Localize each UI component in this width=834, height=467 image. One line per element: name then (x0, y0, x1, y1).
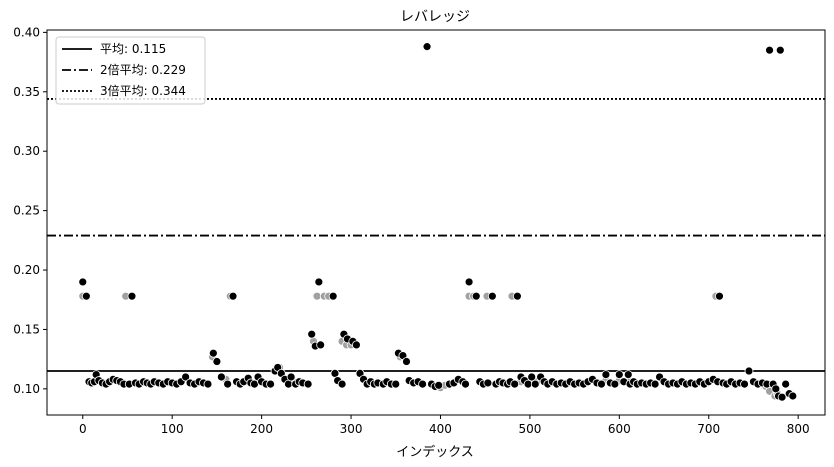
x-tick-label: 0 (79, 422, 87, 436)
data-point (127, 291, 137, 301)
data-point (461, 379, 470, 389)
x-axis-label: インデックス (396, 444, 474, 460)
y-tick-label: 0.35 (13, 85, 40, 99)
x-tick-label: 600 (608, 422, 631, 436)
reference-lines (47, 98, 825, 372)
data-point (422, 42, 432, 52)
data-point (352, 340, 361, 350)
data-point (471, 291, 481, 301)
data-point (487, 291, 497, 301)
data-point (391, 379, 401, 389)
data-point (81, 291, 91, 301)
data-point (266, 379, 275, 389)
data-point (775, 45, 785, 55)
y-tick-label: 0.30 (13, 144, 40, 158)
data-point (337, 379, 347, 389)
data-point (650, 379, 660, 389)
data-point (181, 372, 191, 382)
data-point (765, 45, 774, 55)
data-point (744, 366, 754, 376)
x-tick-label: 500 (518, 422, 541, 436)
plot-frame (46, 29, 826, 416)
chart-title: レバレッジ (400, 9, 470, 25)
data-point (601, 370, 611, 379)
y-axis: 0.10 0.15 0.20 0.25 0.30 0.35 0.40 (13, 25, 47, 396)
y-tick-label: 0.40 (13, 25, 40, 39)
data-point (510, 379, 520, 389)
data-point (316, 340, 326, 350)
legend-box (55, 36, 206, 105)
x-tick-label: 400 (429, 422, 452, 436)
data-point (623, 370, 633, 379)
data-point (203, 379, 213, 389)
data-point (597, 379, 606, 389)
legend-label: 平均: 0.115 (100, 42, 166, 56)
data-point (78, 277, 88, 287)
data-point (328, 291, 338, 301)
data-point (212, 357, 222, 366)
x-tick-label: 300 (340, 422, 363, 436)
x-tick-label: 800 (787, 422, 810, 436)
x-tick-label: 100 (161, 422, 184, 436)
scatter-points (78, 42, 798, 402)
legend-label: 3倍平均: 0.344 (100, 83, 186, 98)
y-tick-label: 0.10 (13, 382, 40, 396)
data-point (610, 379, 620, 389)
data-point (223, 379, 233, 389)
data-point (527, 372, 537, 382)
data-point (483, 378, 493, 388)
data-point (307, 329, 317, 339)
data-point (418, 379, 427, 389)
y-tick-label: 0.15 (13, 322, 40, 336)
data-point (530, 379, 540, 389)
data-point (715, 291, 724, 301)
data-point (286, 372, 296, 382)
data-point (464, 277, 474, 287)
data-point (434, 380, 444, 390)
y-tick-label: 0.25 (13, 204, 40, 218)
data-point (512, 291, 522, 301)
data-point (788, 391, 798, 401)
data-point (740, 379, 749, 389)
y-tick-label: 0.20 (13, 263, 40, 277)
data-point (402, 357, 411, 366)
legend-label: 2倍平均: 0.229 (100, 62, 186, 77)
data-point (614, 370, 624, 379)
data-point (781, 379, 791, 389)
x-tick-label: 700 (697, 422, 720, 436)
data-point (777, 392, 787, 402)
x-axis: 0 100 200 300 400 500 600 700 800 (79, 415, 810, 436)
legend: 平均: 0.115 2倍平均: 0.229 3倍平均: 0.344 (55, 36, 206, 105)
data-point (314, 277, 324, 287)
x-tick-label: 200 (250, 422, 273, 436)
data-point (208, 348, 218, 358)
data-point (216, 372, 226, 382)
data-point (228, 291, 238, 301)
data-point (303, 379, 313, 389)
